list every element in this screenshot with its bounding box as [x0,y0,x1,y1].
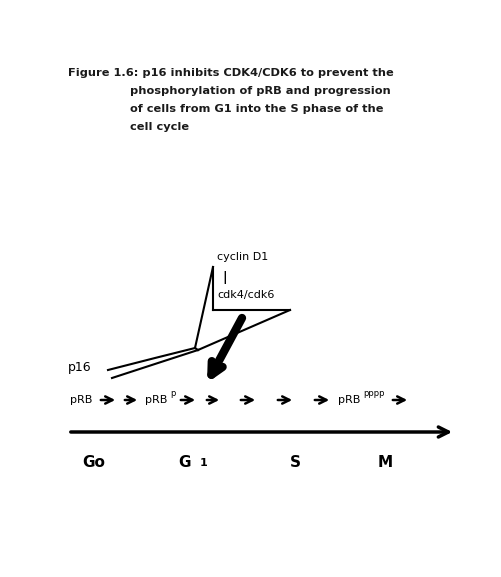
Text: pRB: pRB [145,395,167,405]
Text: cyclin D1: cyclin D1 [217,252,268,262]
Text: 1: 1 [200,458,208,468]
Text: Figure 1.6: p16 inhibits CDK4/CDK6 to prevent the: Figure 1.6: p16 inhibits CDK4/CDK6 to pr… [68,68,394,78]
Text: pRB: pRB [70,395,92,405]
Text: S: S [290,455,301,470]
Text: of cells from G1 into the S phase of the: of cells from G1 into the S phase of the [130,104,383,114]
Text: cell cycle: cell cycle [130,122,189,132]
Text: M: M [378,455,393,470]
Text: Go: Go [82,455,105,470]
Text: pppp: pppp [363,388,384,398]
Text: p16: p16 [68,362,92,374]
Text: cdk4/cdk6: cdk4/cdk6 [217,290,275,300]
Text: p: p [170,388,175,398]
Text: pRB: pRB [338,395,360,405]
Text: G: G [178,455,190,470]
Text: phosphorylation of pRB and progression: phosphorylation of pRB and progression [130,86,391,96]
Text: |: | [222,272,227,284]
